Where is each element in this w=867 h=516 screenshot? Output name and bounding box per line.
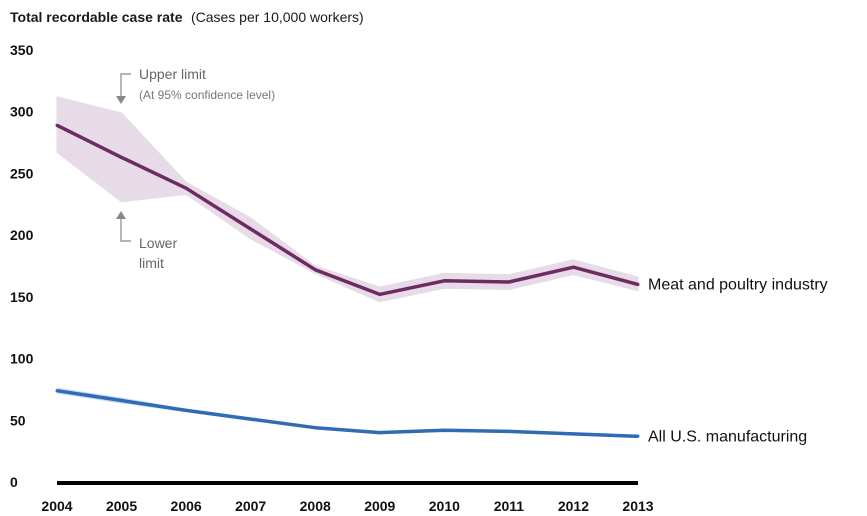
y-tick-label: 0 [10, 474, 18, 490]
upper-limit-arrow-icon [116, 96, 126, 104]
series-line-0 [56, 123, 639, 297]
x-tick-label: 2006 [171, 498, 202, 514]
x-tick-label: 2013 [622, 498, 653, 514]
x-tick-label: 2005 [106, 498, 137, 514]
data-point-1-9 [636, 434, 640, 438]
chart-title-main: Total recordable case rate [10, 9, 183, 25]
upper-limit-note: (At 95% confidence level) [139, 88, 275, 102]
data-point-1-0 [55, 389, 59, 393]
x-tick-label: 2011 [494, 498, 525, 514]
data-point-0-0 [55, 123, 59, 127]
x-tick-label: 2007 [235, 498, 266, 514]
data-point-0-9 [636, 283, 640, 286]
data-point-0-4 [313, 268, 317, 272]
series-lines [55, 123, 640, 439]
data-point-1-8 [571, 432, 575, 436]
confidence-band-0 [56, 96, 639, 303]
lower-limit-annotation: Lower limit [116, 211, 177, 271]
upper-limit-annotation: Upper limit (At 95% confidence level) [116, 66, 275, 104]
data-point-0-7 [507, 280, 511, 284]
lower-limit-label-line2: limit [139, 255, 164, 271]
lower-limit-label-line1: Lower [139, 235, 177, 251]
lower-limit-bracket [120, 216, 131, 242]
data-point-1-2 [184, 408, 188, 412]
data-point-1-5 [378, 431, 382, 435]
data-point-1-1 [120, 399, 124, 402]
upper-limit-label: Upper limit [139, 66, 206, 82]
data-point-0-3 [249, 227, 253, 231]
series-label-1: All U.S. manufacturing [648, 428, 807, 445]
chart-title: Total recordable case rate (Cases per 10… [10, 9, 364, 26]
series-labels: Meat and poultry industry All U.S. manufa… [648, 277, 828, 446]
series-label-0: Meat and poultry industry [648, 277, 828, 294]
x-tick-label: 2010 [429, 498, 460, 514]
y-tick-label: 150 [10, 289, 34, 305]
lower-limit-arrow-icon [116, 211, 126, 219]
y-tick-label: 250 [10, 165, 34, 181]
x-tick-label: 2012 [558, 498, 589, 514]
x-tick-label: 2009 [364, 498, 395, 514]
data-point-0-1 [120, 155, 124, 159]
data-point-1-7 [507, 429, 511, 433]
y-tick-label: 50 [10, 412, 26, 428]
data-point-1-6 [442, 428, 446, 432]
data-point-0-5 [378, 292, 382, 296]
upper-limit-bracket [120, 73, 131, 100]
y-tick-label: 100 [10, 351, 34, 367]
y-tick-label: 350 [10, 42, 34, 58]
x-axis: 2004 2005 2006 2007 2008 2009 2010 2011 2012 2013 [41, 498, 653, 514]
data-point-0-8 [571, 265, 575, 269]
chart-subtitle: (Cases per 10,000 workers) [191, 9, 364, 25]
y-tick-label: 200 [10, 227, 34, 243]
series-line-1 [56, 388, 639, 439]
data-point-0-2 [184, 186, 188, 190]
y-tick-label: 300 [10, 104, 34, 120]
data-point-1-3 [249, 417, 253, 421]
x-tick-label: 2008 [300, 498, 331, 514]
x-tick-label: 2004 [41, 498, 72, 514]
data-point-0-6 [442, 279, 446, 283]
y-axis: 0 50 100 150 200 250 300 350 [10, 42, 34, 490]
data-point-1-4 [313, 426, 317, 430]
